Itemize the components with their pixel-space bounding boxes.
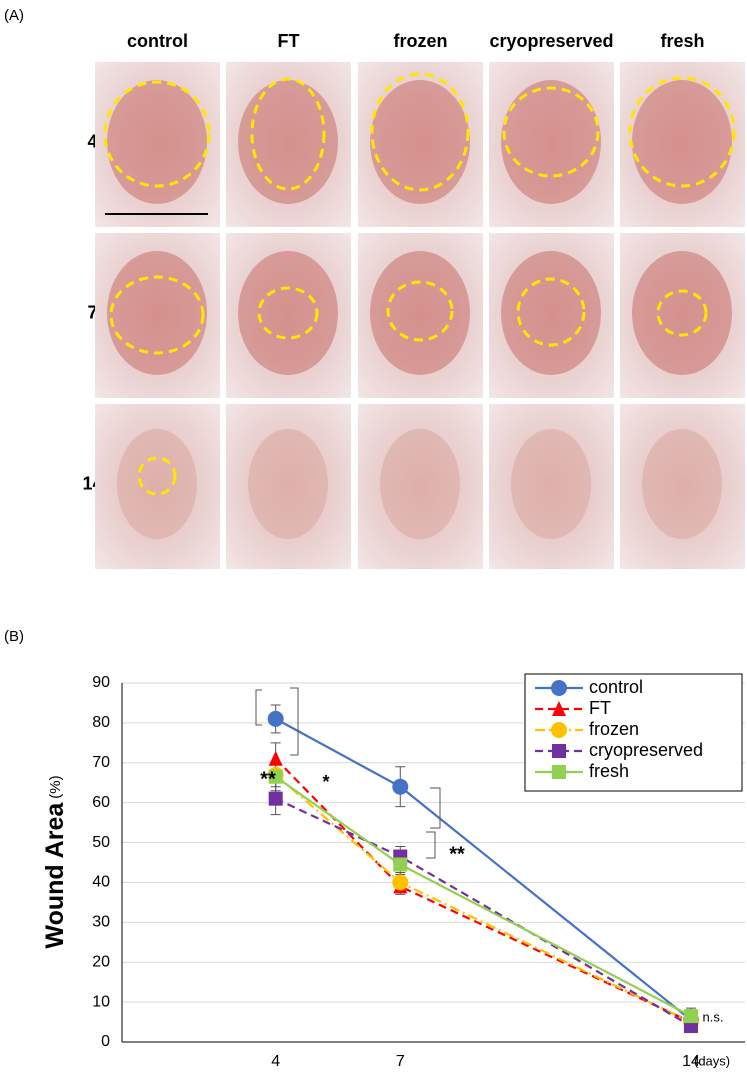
legend-label: FT	[589, 698, 611, 718]
series-line	[274, 758, 692, 1024]
marker	[268, 750, 283, 766]
legend-label: control	[589, 677, 643, 697]
bracket	[255, 689, 262, 726]
wound-tissue	[370, 251, 470, 375]
y-tick-label: 40	[92, 874, 110, 891]
marker	[552, 744, 566, 758]
y-tick-label: 30	[92, 914, 110, 931]
wound-tissue	[501, 251, 601, 375]
y-tick-label: 80	[92, 714, 110, 731]
bracket	[290, 687, 299, 756]
column-header: FT	[278, 31, 300, 51]
x-tick-label: 14	[682, 1053, 700, 1070]
wound-outline	[386, 280, 454, 342]
wound-outline	[502, 86, 600, 178]
y-tick-label: 0	[101, 1033, 110, 1050]
wound-tissue	[632, 80, 732, 204]
wound-tissue	[238, 80, 338, 204]
wound-tissue	[117, 429, 197, 539]
wound-tissue	[632, 251, 732, 375]
panel-label: (A)	[4, 7, 24, 24]
marker	[551, 722, 567, 738]
wound-outline	[257, 286, 319, 340]
wound-tissue	[107, 251, 207, 375]
marker	[392, 874, 409, 891]
wound-outline	[628, 76, 736, 188]
significance-label: **	[260, 768, 276, 790]
marker	[684, 1009, 699, 1024]
marker	[552, 701, 566, 716]
wound-tissue	[238, 251, 338, 375]
wound-outline	[250, 77, 326, 191]
wound-outline	[516, 277, 586, 347]
marker	[268, 769, 283, 784]
column-header: cryopreserved	[489, 31, 613, 51]
y-unit: (%)	[47, 775, 64, 798]
legend-label: fresh	[589, 761, 629, 781]
significance-label: **	[449, 843, 465, 865]
wound-outline	[109, 275, 205, 355]
y-tick-label: 10	[92, 993, 110, 1010]
marker	[393, 857, 408, 872]
legend-label: cryopreserved	[589, 740, 703, 760]
wound-outline	[103, 80, 211, 188]
y-tick-label: 20	[92, 953, 110, 970]
x-unit: (days)	[694, 1053, 730, 1068]
y-tick-label: 70	[92, 754, 110, 771]
wound-outline	[137, 456, 177, 496]
y-tick-label: 60	[92, 794, 110, 811]
wound-outline	[656, 289, 708, 337]
y-tick-label: 90	[92, 674, 110, 691]
bracket	[430, 787, 441, 829]
marker	[551, 680, 567, 696]
wound-tissue	[642, 429, 722, 539]
series-line	[275, 775, 692, 1018]
wound-tissue	[248, 429, 328, 539]
wound-tissue	[380, 429, 460, 539]
y-axis-title: Wound Area (%)	[41, 775, 69, 948]
marker	[392, 778, 409, 795]
significance-label: *	[322, 772, 329, 792]
bracket	[426, 831, 436, 859]
column-header: frozen	[394, 31, 448, 51]
panel-label: (B)	[4, 628, 24, 645]
marker	[268, 791, 283, 806]
significance-label: n.s.	[703, 1009, 724, 1024]
wound-outline	[370, 72, 470, 192]
x-tick-label: 7	[396, 1053, 405, 1070]
wound-tissue	[511, 429, 591, 539]
wound-tissue	[107, 80, 207, 204]
wound-tissue	[501, 80, 601, 204]
series-line	[274, 773, 692, 1024]
y-label: Wound Area	[41, 802, 69, 949]
wound-tissue	[370, 80, 470, 204]
y-tick-label: 50	[92, 834, 110, 851]
x-tick-label: 4	[271, 1053, 280, 1070]
marker	[552, 765, 566, 779]
column-header: control	[127, 31, 188, 51]
legend-label: frozen	[589, 719, 639, 739]
marker	[267, 710, 284, 727]
column-header: fresh	[660, 31, 704, 51]
